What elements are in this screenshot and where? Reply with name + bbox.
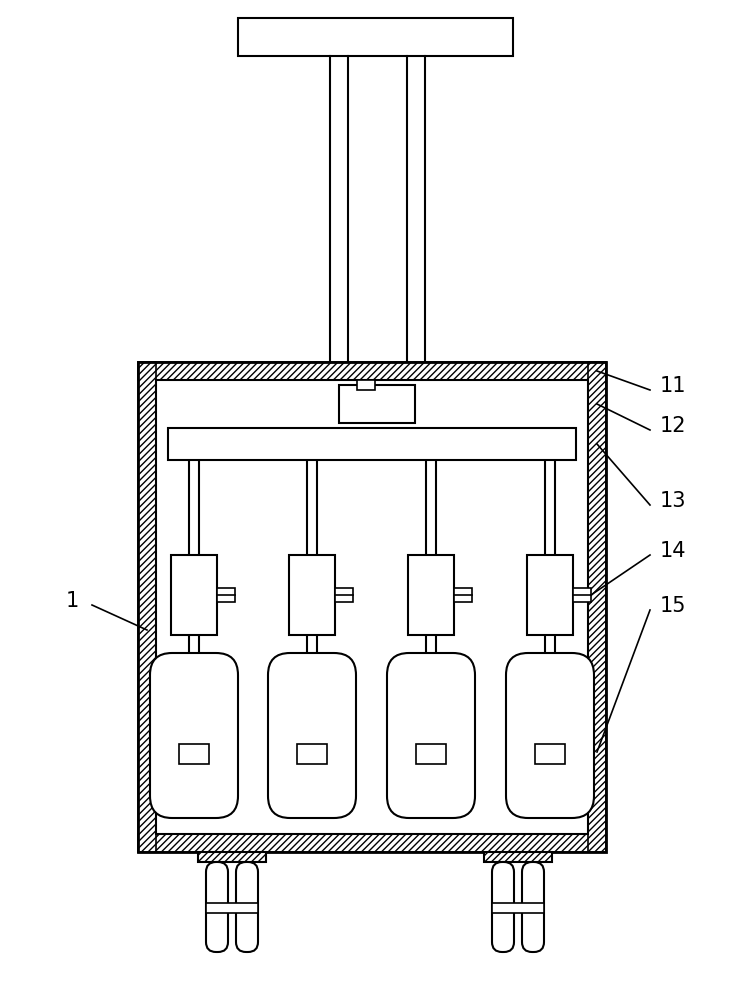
Text: 15: 15 [660,596,686,616]
Bar [339,385,415,423]
Bar [198,852,266,862]
Bar [357,380,375,390]
Bar [454,588,472,602]
Bar [156,380,588,834]
Text: 12: 12 [660,416,686,436]
Bar [238,18,513,56]
FancyBboxPatch shape [506,653,594,818]
FancyBboxPatch shape [387,653,475,818]
Bar [206,902,258,912]
Bar [138,362,156,852]
Bar [138,362,606,380]
Bar [527,555,573,635]
Bar [588,362,606,852]
FancyBboxPatch shape [268,653,356,818]
FancyBboxPatch shape [206,862,228,952]
Bar [335,588,353,602]
Bar [138,362,606,852]
Bar [289,555,335,635]
Bar [416,744,446,764]
Text: 13: 13 [660,491,686,511]
Text: 1: 1 [66,591,79,611]
Bar [492,902,544,912]
Bar [171,555,217,635]
FancyBboxPatch shape [150,653,238,818]
Text: 14: 14 [660,541,686,561]
Bar [168,428,576,460]
Bar [573,588,591,602]
Bar [179,744,209,764]
Bar [297,744,327,764]
Text: 11: 11 [660,376,686,396]
Bar [217,588,235,602]
Bar [535,744,565,764]
Bar [484,852,552,862]
FancyBboxPatch shape [492,862,514,952]
FancyBboxPatch shape [522,862,544,952]
FancyBboxPatch shape [236,862,258,952]
Bar [408,555,454,635]
Bar [138,834,606,852]
